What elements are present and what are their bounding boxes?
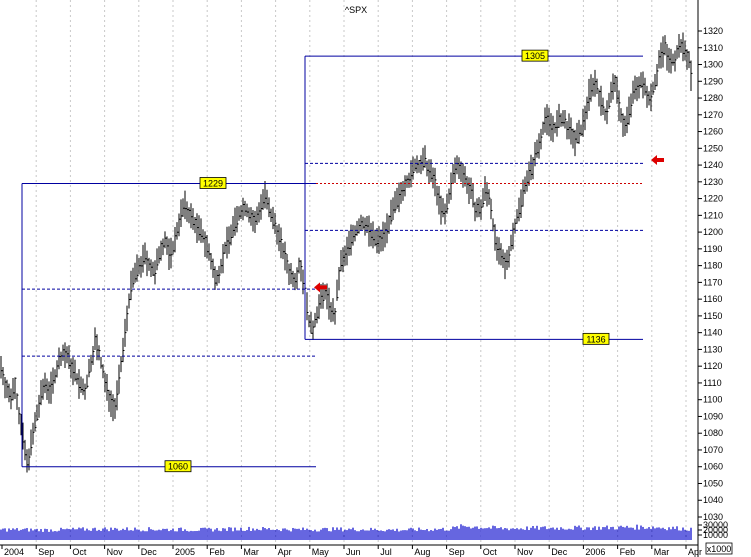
volume-unit-label: x1000 — [707, 544, 732, 554]
month-tick-label: Sep — [38, 547, 54, 557]
price-tick-label: 1170 — [703, 277, 722, 287]
month-tick-label: Sep — [449, 547, 465, 557]
price-tick-label: 1220 — [703, 194, 723, 204]
price-tick-label: 1140 — [703, 328, 722, 338]
price-tick-label: 1080 — [703, 428, 723, 438]
price-tick-label: 1310 — [703, 43, 723, 53]
month-tick-label: Jun — [346, 547, 361, 557]
month-tick-label: 2005 — [175, 547, 195, 557]
level-label-box — [164, 460, 192, 473]
price-tick-label: 1290 — [703, 76, 723, 86]
price-tick-label: 1110 — [703, 378, 722, 388]
grid-lines — [35, 0, 687, 545]
month-tick-label: Oct — [483, 547, 498, 557]
price-tick-label: 1180 — [703, 261, 722, 271]
month-tick-label: Aug — [414, 547, 430, 557]
month-tick-label: 2006 — [585, 547, 605, 557]
level-label: 1305 — [525, 51, 545, 61]
price-tick-label: 1210 — [703, 210, 723, 220]
month-tick-label: Apr — [278, 547, 292, 557]
price-tick-label: 1300 — [703, 60, 723, 70]
price-tick-label: 1060 — [703, 462, 723, 472]
month-tick-label: 2004 — [4, 547, 24, 557]
price-tick-label: 1200 — [703, 227, 723, 237]
level-label-box — [521, 49, 549, 62]
month-tick-label: May — [312, 547, 330, 557]
volume-bars — [0, 524, 692, 540]
month-tick-label: Dec — [141, 547, 158, 557]
price-tick-label: 1100 — [703, 395, 722, 405]
level-label: 1136 — [586, 334, 605, 344]
level-label: 1229 — [203, 179, 223, 189]
price-tick-label: 1130 — [703, 344, 722, 354]
month-tick-label: Nov — [107, 547, 124, 557]
level-label: 1060 — [168, 462, 188, 472]
volume-unit-box: x1000 — [705, 542, 733, 555]
level-lines: 1060 1229 1136 1305 — [21, 49, 643, 473]
price-tick-label: 1270 — [703, 110, 723, 120]
price-tick-label: 1230 — [703, 177, 723, 187]
month-tick-label: Apr — [688, 547, 702, 557]
price-tick-label: 1240 — [703, 160, 723, 170]
price-bars — [0, 32, 693, 473]
price-tick-label: 1250 — [703, 143, 723, 153]
month-axis: 2004 Sep Oct Nov Dec 2005 Feb Mar Apr May Jun Jul Au… — [1, 545, 702, 557]
price-tick-label: 1190 — [703, 244, 722, 254]
arrow-markers — [314, 155, 664, 293]
price-tick-label: 1070 — [703, 445, 723, 455]
level-label-box — [199, 177, 227, 189]
price-axis: 1030 1040 1050 1060 1070 1080 1090 1100 1110 1120… — [698, 26, 723, 522]
level-label-box — [582, 332, 610, 345]
month-tick-label: Mar — [243, 547, 259, 557]
price-tick-label: 1090 — [703, 411, 723, 421]
left-arrow-icon — [314, 282, 327, 293]
price-tick-label: 1320 — [703, 26, 723, 36]
month-tick-label: Dec — [551, 547, 568, 557]
month-tick-label: Mar — [654, 547, 670, 557]
volume-tick-label: 30000 — [703, 520, 728, 530]
volume-tick-label: 20000 — [703, 525, 728, 535]
month-tick-label: Feb — [209, 547, 225, 557]
symbol-title: ^SPX — [345, 5, 367, 15]
price-tick-label: 1030 — [703, 512, 723, 522]
left-arrow-icon — [651, 155, 664, 166]
price-tick-label: 1120 — [703, 361, 722, 371]
price-tick-label: 1150 — [703, 311, 722, 321]
axis-frame — [0, 0, 699, 557]
month-tick-label: Oct — [72, 547, 87, 557]
price-tick-label: 1160 — [703, 294, 722, 304]
price-tick-label: 1280 — [703, 93, 723, 103]
price-tick-label: 1050 — [703, 478, 723, 488]
price-tick-label: 1040 — [703, 495, 723, 505]
month-tick-label: Feb — [620, 547, 636, 557]
volume-tick-label: 10000 — [703, 530, 728, 540]
month-tick-label: Nov — [517, 547, 534, 557]
month-tick-label: Jul — [380, 547, 392, 557]
price-tick-label: 1260 — [703, 127, 723, 137]
